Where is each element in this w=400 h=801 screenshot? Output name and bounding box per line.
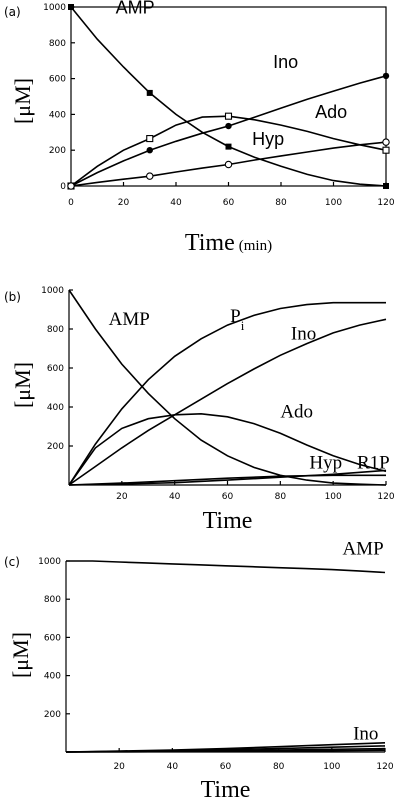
data-point-ino [146,147,153,154]
x-tick-label: 80 [275,198,287,208]
series-label-amp: AMP [109,309,150,330]
x-tick-label: 40 [167,762,179,772]
x-tick-label: 60 [222,492,234,502]
series-line-amp [70,6,387,187]
y-axis-title: [μM] [8,632,33,678]
panel-label: (c) [4,555,20,569]
series-line-ino [70,75,387,187]
series-line-ino [68,318,387,486]
x-axis-title: Time (min) [185,230,272,256]
x-axis-title: Time [201,777,251,801]
y-tick-label: 800 [44,595,61,605]
x-tick-label: 40 [170,198,182,208]
panel-2-plot: (b) 20 40 60 80 100 120 200 400 600 800 1000 [μM] Tim… [4,286,395,534]
series-label-ino: Ino [273,52,298,72]
x-tick-label: 20 [116,492,128,502]
y-tick-label: 400 [44,672,61,682]
panel-label: (b) [4,290,21,304]
y-tick-label: 200 [49,146,66,156]
data-point-ado [382,146,390,154]
series-line-minor-4 [65,749,386,753]
x-tick-label: 120 [376,762,393,772]
series-line-r1p [68,469,387,486]
series-line-amp [68,289,387,486]
x-tick-label: 100 [323,762,340,772]
series-label-hyp: Hyp [252,129,284,149]
x-tick-label: 100 [325,198,342,208]
y-tick-label: 0 [60,182,66,192]
data-point-amp [225,143,232,150]
series-line-ado [68,412,387,486]
x-tick-label: 100 [325,492,342,502]
y-tick-label: 800 [49,39,66,49]
x-tick-label: 80 [273,762,285,772]
y-tick-label: 600 [47,364,64,374]
x-tick-label: 60 [220,762,232,772]
y-tick-label: 400 [49,110,66,120]
series-line-amp [66,560,386,574]
x-tick-label: 80 [275,492,287,502]
series-line-pi [68,301,386,486]
x-axis-unit: (min) [239,238,272,254]
series-label-r1p: R1P [357,452,390,473]
data-point-amp [383,183,389,189]
series-label-ino: Ino [353,724,378,745]
series-label-ado: Ado [315,102,347,122]
y-tick-label: 1000 [43,3,66,13]
panel-3-plot: (c) 20 40 60 80 100 120 200 400 600 800 1000 [μM] Tim… [4,538,394,801]
series-label-amp: AMP [342,538,383,559]
y-tick-label: 800 [47,325,64,335]
plot-frame [70,6,387,187]
series-line-hyp [68,474,386,486]
series-label-ino: Ino [291,324,316,345]
y-tick-label: 1000 [38,557,61,567]
data-point-ino [225,122,232,130]
x-tick-label: 120 [377,492,394,502]
x-tick-label: 40 [169,492,181,502]
y-axis-title: [μM] [10,362,35,408]
data-point-hyp [146,172,154,180]
y-tick-label: 600 [49,75,66,85]
data-point-ado [224,112,233,120]
panel-label: (a) [4,5,21,19]
y-tick-label: 200 [47,442,64,452]
data-point-ado [146,135,154,143]
series-label-ado: Ado [280,402,313,423]
series-label-hyp: Hyp [309,452,342,473]
panel-1-plot: (a) 0 20 40 60 80 100 120 0 200 400 600 800 1000 [μM] T… [4,0,395,256]
series-label-pi: Pi [230,306,245,333]
data-point-hyp [382,138,390,146]
y-tick-label: 400 [47,403,64,413]
y-tick-label: 1000 [41,286,64,296]
x-tick-label: 0 [68,198,74,208]
x-tick-label: 20 [113,762,125,772]
x-tick-label: 120 [377,198,394,208]
x-tick-label: 20 [118,198,130,208]
x-tick-label: 60 [223,198,235,208]
y-tick-label: 200 [44,710,61,720]
y-axis-title: [μM] [10,78,35,124]
data-point-amp [68,4,74,10]
y-tick-label: 600 [44,633,61,643]
data-point-amp [146,89,153,96]
series-label-subscript: i [241,318,245,333]
series-label-amp: AMP [116,0,155,17]
data-point-ino [382,72,390,80]
data-point-hyp [224,160,233,169]
x-axis-title: Time [203,508,253,534]
data-point-hyp [67,182,75,190]
